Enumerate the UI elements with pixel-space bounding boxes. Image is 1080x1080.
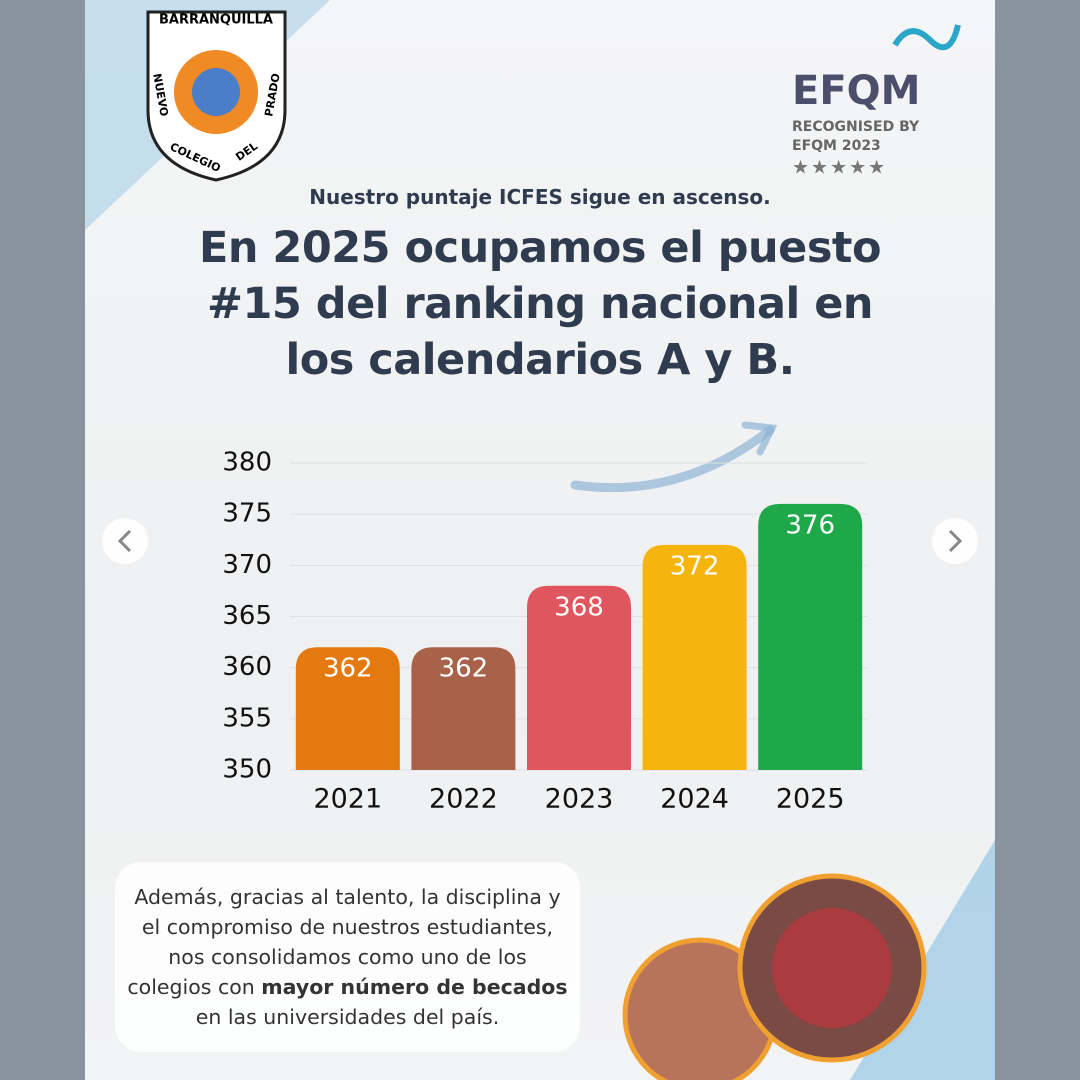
bar [411, 647, 516, 770]
stars: ★★★★★ [792, 157, 887, 179]
logo-text: BARRANQUILLA [159, 13, 273, 28]
bar [758, 503, 863, 770]
x-tick-label: 2023 [545, 784, 614, 815]
y-tick-label: 360 [222, 652, 272, 682]
subtitle: Nuestro puntaje ICFES sigue en ascenso. [309, 185, 771, 209]
y-tick-label: 355 [222, 703, 272, 733]
value-label: 362 [439, 654, 489, 684]
badge-text: EFQM 2023 [792, 138, 881, 154]
trend-arrow-head [741, 421, 778, 456]
efqm-icon [892, 24, 961, 51]
note-bold: mayor número de becados [261, 975, 568, 999]
carousel-prev[interactable] [102, 518, 148, 564]
y-tick-label: 350 [222, 755, 272, 785]
value-label: 376 [785, 510, 835, 540]
logo: BARRANQUILLA NUEVO COLEGIO DEL PRADO [146, 10, 287, 182]
y-tick-label: 365 [222, 601, 272, 631]
note-text: Además, gracias al talento, la disciplin… [127, 885, 561, 999]
y-tick-label: 380 [222, 448, 272, 478]
x-tick-label: 2025 [776, 784, 845, 815]
trend-arrow [570, 425, 775, 493]
badge-name: EFQM [792, 68, 921, 114]
bar [295, 647, 400, 770]
value-label: 362 [323, 654, 373, 684]
value-label: 372 [670, 551, 720, 581]
badge-text: RECOGNISED BY [792, 119, 920, 135]
bar [642, 544, 747, 770]
value-label: 368 [554, 592, 604, 622]
x-tick-label: 2022 [429, 784, 498, 815]
note: Además, gracias al talento, la disciplin… [115, 862, 580, 1052]
headline: En 2025 ocupamos el puesto #15 del ranki… [198, 223, 882, 385]
y-tick-label: 375 [222, 499, 272, 529]
note-text: en las universidades del país. [195, 1005, 500, 1029]
x-tick-label: 2024 [660, 784, 729, 815]
bar [527, 585, 631, 770]
photos [622, 873, 927, 1080]
y-tick-label: 370 [222, 550, 272, 580]
carousel-next[interactable] [932, 518, 978, 564]
svg-text:★★★★★: ★★★★★ [792, 157, 887, 179]
x-tick-label: 2021 [313, 784, 382, 815]
